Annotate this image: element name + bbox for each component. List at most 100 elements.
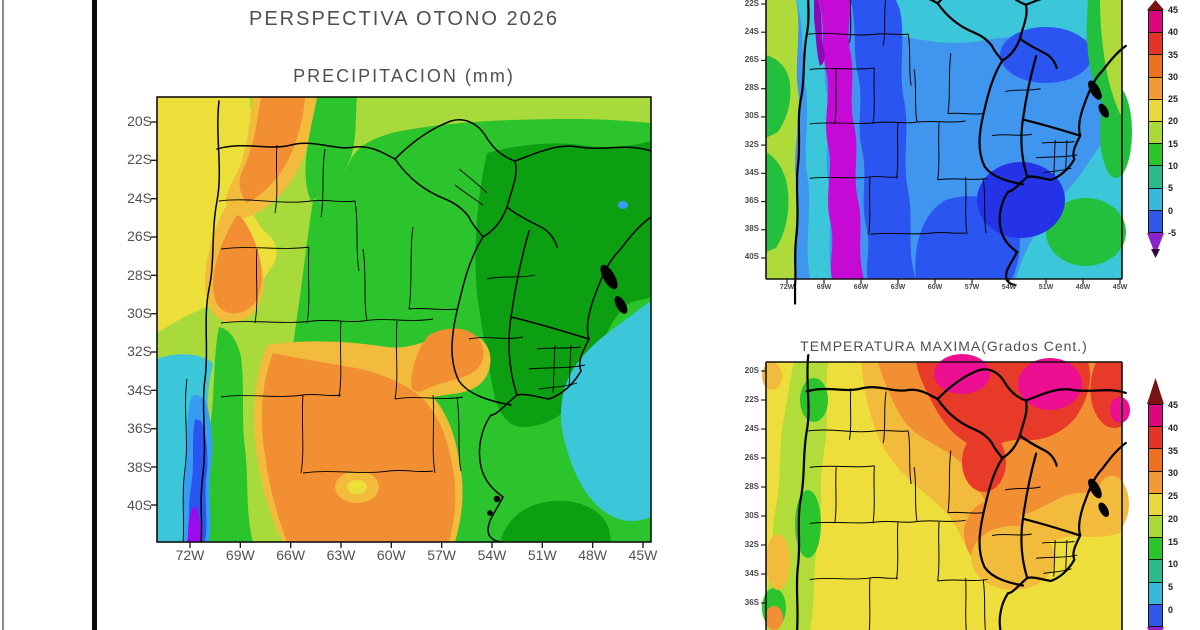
lat-tick-label: 38S xyxy=(744,223,759,233)
lat-tick-label: 20S xyxy=(744,366,759,375)
colorbar-segment xyxy=(1149,559,1162,582)
national-borders xyxy=(200,100,652,543)
province-borders xyxy=(182,144,586,543)
tmin-lat-axis: 22S 24S 26S 28S 30S 32S 34S 36S 38S 40S xyxy=(733,0,759,262)
lon-tick-label: 54W xyxy=(477,547,507,563)
lon-tick-label: 57W xyxy=(964,284,980,291)
lon-tick-label: 72W xyxy=(175,547,205,563)
lon-tick-label: 51W xyxy=(1038,284,1054,291)
lat-tick-label: 26S xyxy=(127,228,152,245)
colorbar-tick-label: 5 xyxy=(1168,582,1174,593)
colorbar-tick-label: 40 xyxy=(1168,27,1179,38)
colorbar-segment xyxy=(1149,165,1162,188)
above-45-arrow xyxy=(1147,0,1164,10)
axis-tick-marks xyxy=(151,121,644,548)
tmin-colorbar-labels: 45 40 35 30 25 20 15 10 5 0 -5 xyxy=(1168,5,1188,238)
lat-tick-label: 26S xyxy=(744,55,759,65)
tmax-colorbar xyxy=(1147,378,1164,630)
lon-tick-label: 69W xyxy=(225,547,255,563)
precipitation-map-figure xyxy=(151,96,652,548)
lat-tick-label: 24S xyxy=(744,27,759,37)
lat-tick-label: 30S xyxy=(744,511,759,520)
colorbar-segment xyxy=(1149,143,1162,166)
colorbar-segment xyxy=(1149,515,1162,538)
lat-tick-label: 36S xyxy=(744,195,759,205)
lat-tick-label: 22S xyxy=(127,151,152,168)
lat-tick-label: 34S xyxy=(744,569,759,578)
lat-tick-label: 22S xyxy=(744,395,759,404)
lat-tick-label: 36S xyxy=(744,598,759,607)
colorbar-tick-label: 15 xyxy=(1168,138,1179,149)
lat-tick-label: 38S xyxy=(127,458,152,475)
colorbar-segment xyxy=(1149,121,1162,144)
colorbar-segment xyxy=(1149,537,1162,560)
left-frame-rule xyxy=(2,0,4,630)
colorbar-segment xyxy=(1149,54,1162,77)
colorbar-segment xyxy=(1149,187,1162,210)
lon-tick-label: 63W xyxy=(890,284,906,291)
lat-tick-label: 40S xyxy=(744,251,759,261)
lat-tick-label: 34S xyxy=(127,381,152,398)
colorbar-tick-label: 30 xyxy=(1168,468,1179,479)
colorbar-tick-label: 25 xyxy=(1168,94,1179,105)
colorbar-segment xyxy=(1149,448,1162,471)
lat-tick-label: 24S xyxy=(127,189,152,206)
colorbar-tick-label: 15 xyxy=(1168,536,1179,547)
lat-tick-label: 24S xyxy=(744,424,759,433)
lon-tick-label: 57W xyxy=(427,547,457,563)
lon-tick-label: 63W xyxy=(326,547,356,563)
lon-tick-label: 48W xyxy=(1075,284,1091,291)
colorbar-tick-label: 40 xyxy=(1168,422,1179,433)
lon-tick-label: 48W xyxy=(578,547,608,563)
lon-tick-label: 45W xyxy=(1112,284,1128,291)
colorbar-tick-label: 20 xyxy=(1168,116,1179,127)
colorbar-segment xyxy=(1149,426,1162,449)
lon-tick-label: 45W xyxy=(628,547,658,563)
colorbar-segment xyxy=(1149,209,1162,233)
lat-tick-label: 32S xyxy=(744,540,759,549)
colorbar-segment xyxy=(1149,581,1162,604)
precipitation-map-title: PRECIPITACION (mm) xyxy=(293,66,515,86)
lat-tick-label: 26S xyxy=(744,453,759,462)
lat-tick-label: 30S xyxy=(744,111,759,121)
lat-tick-label: 32S xyxy=(744,139,759,149)
colorbar-segment xyxy=(1149,98,1162,122)
colorbar-tick-label: 35 xyxy=(1168,49,1179,60)
precip-lat-axis: 20S 22S 24S 26S 28S 30S 32S 34S 36S 38S 40S xyxy=(112,114,152,513)
lat-tick-label: 40S xyxy=(127,496,152,513)
tmax-colorbar-labels: 45 40 35 30 25 20 15 10 5 0 xyxy=(1168,400,1188,615)
colorbar-segment xyxy=(1149,32,1162,55)
colorbar-tick-label: 0 xyxy=(1168,604,1174,615)
colorbar-segment xyxy=(1149,76,1162,99)
tmax-lat-axis: 20S 22S 24S 26S 28S 30S 32S 34S 36S xyxy=(733,366,759,608)
vertical-divider xyxy=(92,0,97,630)
tmin-colorbar xyxy=(1147,0,1164,280)
colorbar-tick-label: 45 xyxy=(1168,5,1179,15)
colorbar-tick-label: 5 xyxy=(1168,183,1174,194)
colorbar-segment xyxy=(1149,470,1162,493)
temperature-minima-map-figure xyxy=(761,0,1132,305)
lon-tick-label: 60W xyxy=(927,284,943,291)
lon-tick-label: 60W xyxy=(376,547,406,563)
below-neg5-arrow xyxy=(1147,627,1164,630)
colorbar-tick-label: 10 xyxy=(1168,161,1179,172)
colorbar-tick-label: 0 xyxy=(1168,205,1174,216)
colorbar-tick-label: 45 xyxy=(1168,400,1179,410)
colorbar-arrow-tip xyxy=(1151,249,1160,258)
lat-tick-label: 28S xyxy=(127,266,152,283)
lon-tick-label: 54W xyxy=(1001,284,1017,291)
precip-lon-axis: 72W 69W 66W 63W 60W 57W 54W 51W 48W 45W xyxy=(173,548,660,563)
lon-tick-label: 51W xyxy=(527,547,557,563)
tmax-colorbar-segments xyxy=(1148,404,1163,627)
temperature-maxima-map-title: TEMPERATURA MAXIMA(Grados Cent.) xyxy=(800,338,1088,354)
colorbar-segment xyxy=(1149,405,1162,427)
colorbar-segment xyxy=(1149,492,1162,516)
colorbar-tick-label: 25 xyxy=(1168,491,1179,502)
colorbar-segment xyxy=(1149,603,1162,627)
page-title: PERSPECTIVA OTONO 2026 xyxy=(248,8,560,30)
lat-tick-label: 30S xyxy=(127,304,152,321)
above-45-arrow xyxy=(1147,378,1164,404)
lat-tick-label: 34S xyxy=(744,167,759,177)
colorbar-segment xyxy=(1149,11,1162,33)
